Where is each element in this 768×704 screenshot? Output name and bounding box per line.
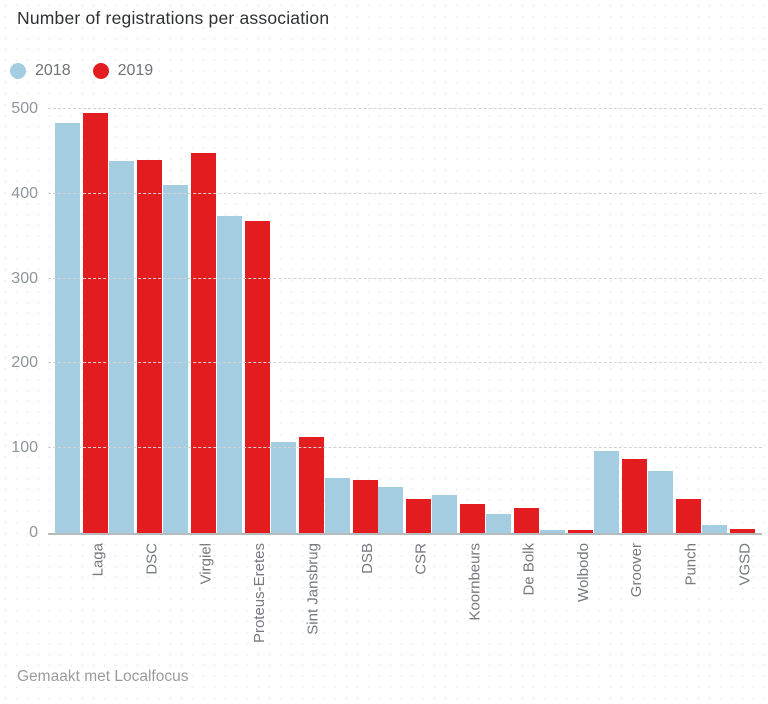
bar-2019 (83, 113, 108, 533)
bar-2019 (568, 529, 594, 533)
bar-group-vgsd: VGSD (701, 525, 755, 586)
bar-2018 (216, 215, 242, 533)
bar-2018 (432, 494, 458, 533)
bar-2019 (244, 220, 270, 533)
bar-group-koornbeurs: Koornbeurs (432, 494, 486, 621)
bar-2019 (622, 459, 648, 533)
y-axis-tick-label: 0 (29, 524, 38, 541)
bar-2018 (647, 471, 673, 533)
x-axis-label-text: Virgiel (197, 543, 215, 585)
bar-group-wolbodo: Wolbodo (540, 529, 594, 602)
y-axis-tick-label: 300 (11, 269, 38, 287)
bar-2018 (162, 185, 188, 533)
x-axis-line (48, 533, 762, 535)
bar-group-dsc: DSC (108, 159, 162, 575)
bar-2019 (298, 437, 324, 533)
gridline-500 (48, 108, 762, 109)
x-axis-label-text: Punch (682, 543, 700, 586)
bar-2019 (514, 507, 540, 533)
legend-item-2019: 2019 (92, 62, 154, 80)
gridline-200 (48, 362, 762, 364)
x-axis-label-text: Koornbeurs (466, 543, 484, 621)
bar-2018 (486, 513, 512, 533)
x-axis-label-text: Proteus-Eretes (251, 543, 269, 644)
legend: 2018 2019 (10, 62, 175, 80)
y-axis-tick-label: 500 (11, 100, 38, 117)
x-axis-label-text: DSC (143, 543, 161, 575)
bar-group-dsb: DSB (324, 477, 378, 574)
gridline-100 (48, 447, 762, 449)
bar-2018 (324, 477, 350, 533)
bar-2019 (406, 499, 432, 533)
y-axis-tick-label: 200 (11, 354, 38, 372)
y-axis-tick-label: 100 (11, 439, 38, 457)
legend-swatch-2019-icon (92, 63, 109, 79)
x-axis-label-text: VGSD (736, 543, 754, 586)
x-axis-label-text: CSR (412, 543, 430, 575)
gridline-400 (48, 192, 762, 194)
bar-group-sint-jansbrug: Sint Jansbrug (270, 437, 324, 635)
bar-group-proteus-eretes: Proteus-Eretes (216, 215, 270, 643)
x-axis-label-text: Wolbodo (574, 543, 592, 602)
bar-2019 (352, 479, 378, 533)
bar-group-csr: CSR (378, 487, 432, 575)
bar-group-virgiel: Virgiel (162, 153, 216, 584)
bars-container: Laga DSC Virgiel Proteus-Eretes Sint Jansbru… (48, 109, 762, 643)
bar-2018 (540, 530, 566, 533)
legend-label-2019: 2019 (117, 62, 154, 79)
chart-title: Number of registrations per association (17, 8, 330, 28)
x-axis-label-text: Sint Jansbrug (305, 543, 323, 635)
legend-label-2018: 2018 (35, 62, 71, 79)
gridline-300 (48, 277, 762, 279)
legend-item-2018: 2018 (10, 62, 71, 80)
bar-2018 (594, 450, 620, 533)
bar-group-de-bolk: De Bolk (486, 507, 540, 596)
bar-2019 (190, 153, 216, 533)
x-axis-label-text: DSB (359, 543, 377, 574)
bar-group-laga: Laga (55, 113, 108, 576)
y-axis-tick-label: 400 (11, 184, 38, 202)
bar-2019 (136, 159, 162, 533)
bar-group-punch: Punch (647, 471, 701, 586)
bar-group-groover: Groover (594, 450, 648, 597)
x-axis-label-text: De Bolk (520, 543, 538, 596)
x-axis-label-text: Groover (628, 543, 646, 598)
bar-2019 (675, 499, 701, 533)
legend-swatch-2018-icon (10, 63, 26, 79)
attribution: Gemaakt met Localfocus (17, 668, 189, 685)
bar-2018 (55, 123, 80, 533)
bar-2018 (378, 487, 404, 533)
bar-2018 (270, 442, 296, 533)
bar-2018 (108, 160, 134, 533)
x-axis-label-text: Laga (89, 543, 107, 577)
bar-2018 (701, 525, 727, 533)
bar-2019 (729, 528, 755, 533)
plot-area: Laga DSC Virgiel Proteus-Eretes Sint Jansbru… (48, 108, 762, 643)
bar-2019 (460, 504, 486, 533)
